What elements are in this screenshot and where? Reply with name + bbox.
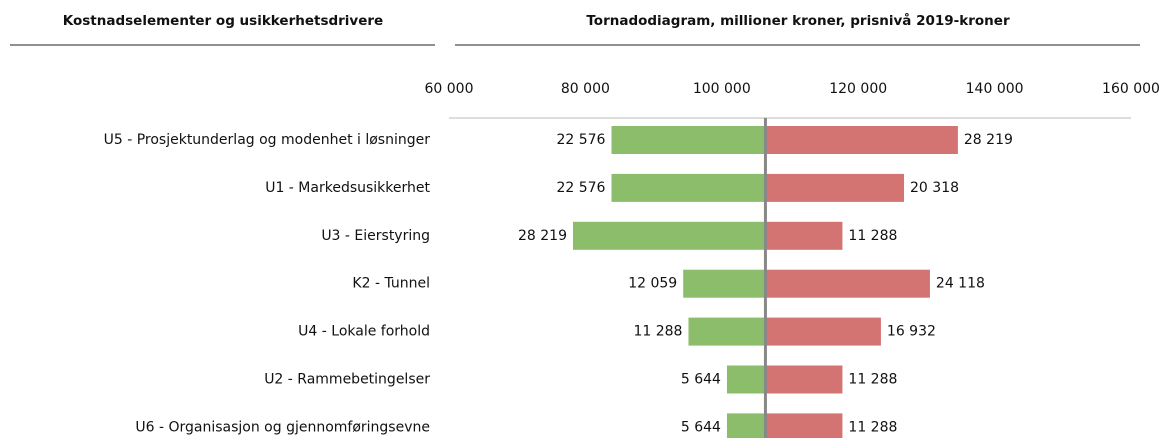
bar (611, 173, 766, 202)
x-tick-label: 80 000 (561, 81, 610, 97)
value-label: 11 288 (848, 419, 897, 435)
category-label: U4 - Lokale forhold (298, 324, 430, 340)
bar (726, 413, 766, 438)
bar (726, 365, 766, 394)
bar (765, 365, 843, 394)
x-tick-label: 100 000 (693, 81, 751, 97)
bar (765, 173, 905, 202)
category-label: U6 - Organisasjon og gjennomføringsevne (135, 419, 430, 435)
value-label: 22 576 (556, 180, 605, 196)
bar (572, 221, 766, 250)
bar (765, 317, 881, 346)
value-label: 12 059 (628, 276, 677, 292)
category-label: U1 - Markedsusikkerhet (265, 180, 430, 196)
value-label: 5 644 (681, 419, 721, 435)
value-label: 20 318 (910, 180, 959, 196)
x-tick-label: 160 000 (1102, 81, 1160, 97)
value-label: 22 576 (556, 132, 605, 148)
chart-title: Tornadodiagram, millioner kroner, prisni… (586, 12, 1010, 29)
category-label: K2 - Tunnel (352, 276, 430, 292)
bar (688, 317, 766, 346)
value-label: 16 932 (887, 324, 936, 340)
bar (765, 269, 930, 298)
column-header: Kostnadselementer og usikkerhetsdrivere (63, 13, 383, 29)
bar (683, 269, 766, 298)
bar (765, 126, 958, 154)
category-label: U2 - Rammebetingelser (264, 372, 430, 388)
x-tick-label: 140 000 (966, 81, 1024, 97)
bar (765, 221, 843, 250)
x-tick-label: 120 000 (829, 81, 887, 97)
bar (611, 126, 766, 154)
value-label: 24 118 (936, 276, 985, 292)
value-label: 5 644 (681, 372, 721, 388)
value-label: 11 288 (848, 228, 897, 244)
value-label: 28 219 (518, 228, 567, 244)
category-label: U3 - Eierstyring (321, 228, 430, 244)
value-label: 11 288 (848, 372, 897, 388)
value-label: 28 219 (964, 132, 1013, 148)
category-label: U5 - Prosjektunderlag og modenhet i løsn… (104, 132, 431, 148)
value-label: 11 288 (633, 324, 682, 340)
x-tick-label: 60 000 (425, 81, 474, 97)
bar (765, 413, 843, 438)
